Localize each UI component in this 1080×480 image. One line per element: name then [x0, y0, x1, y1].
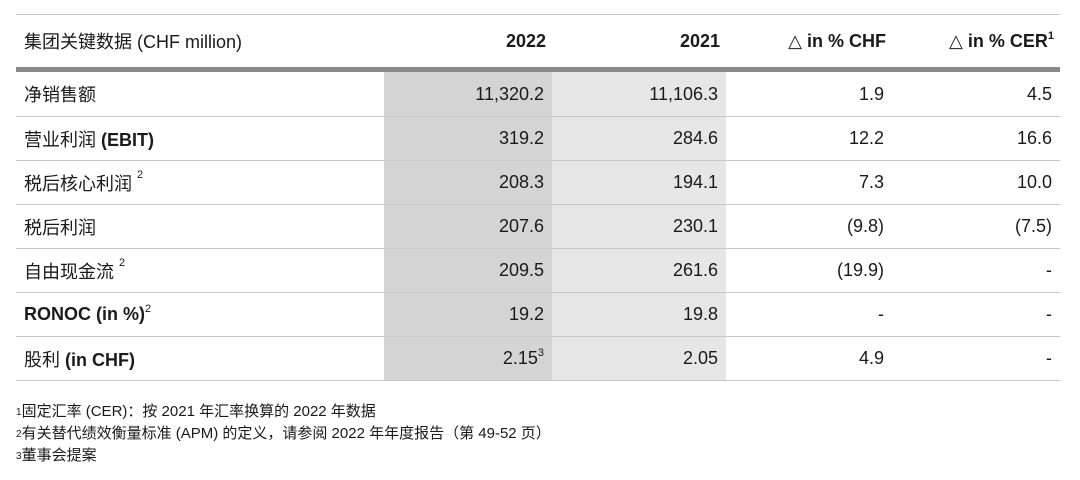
row-label: 税后利润 [16, 204, 384, 249]
value-2021: 11,106.3 [552, 69, 726, 117]
change-cer: 16.6 [892, 116, 1060, 161]
table-row: 净销售额 11,320.2 11,106.3 1.9 4.5 [16, 69, 1060, 117]
key-figures-table: 集团关键数据 (CHF million) 2022 2021 △ in % CH… [16, 14, 1060, 381]
footnote: 3董事会提案 [16, 445, 551, 467]
table-row: 自由现金流 2 209.5 261.6 (19.9) - [16, 248, 1060, 293]
value-2022: 2.153 [384, 336, 552, 381]
footnote: 2有关替代绩效衡量标准 (APM) 的定义，请参阅 2022 年年度报告（第 4… [16, 423, 551, 445]
value-2022-text: 209.5 [498, 260, 544, 280]
footnote: 1固定汇率 (CER)：按 2021 年汇率换算的 2022 年数据 [16, 401, 551, 423]
row-label-bold: (in CHF) [65, 349, 135, 370]
row-label-text: 自由现金流 [24, 261, 120, 282]
column-header-change-cer-label: △ in % CER [949, 30, 1048, 51]
value-2022: 319.2 [384, 116, 552, 161]
change-chf: 7.3 [726, 160, 892, 205]
value-2021: 230.1 [552, 204, 726, 249]
row-label-bold: (EBIT) [101, 129, 155, 150]
table-row: RONOC (in %)2 19.2 19.8- - [16, 292, 1060, 337]
row-label-text: 税后利润 [24, 217, 96, 238]
value-2021: 2.05 [552, 336, 726, 381]
value-2021: 194.1 [552, 160, 726, 205]
change-cer: - [892, 248, 1060, 293]
row-label: 股利 (in CHF) [16, 336, 384, 381]
footnote-number: 1 [16, 407, 22, 418]
value-2022: 11,320.2 [384, 69, 552, 117]
key-figures-table-container: 集团关键数据 (CHF million) 2022 2021 △ in % CH… [16, 14, 1060, 381]
change-cer: - [892, 292, 1060, 337]
footnote-text: 董事会提案 [21, 447, 97, 464]
value-2022-text: 2.15 [502, 348, 538, 368]
change-chf: - [726, 292, 892, 337]
change-cer: 10.0 [892, 160, 1060, 205]
value-2022: 19.2 [384, 292, 552, 337]
change-chf: (9.8) [726, 204, 892, 249]
footnote-marker: 2 [119, 256, 126, 269]
change-chf: (19.9) [726, 248, 892, 293]
column-header-2022: 2022 [384, 14, 552, 72]
row-label-text: 净销售额 [24, 85, 96, 105]
table-title: 集团关键数据 (CHF million) [16, 14, 384, 72]
footnote-marker: 3 [537, 347, 544, 359]
value-2022-text: 319.2 [498, 128, 544, 148]
value-2021: 284.6 [552, 116, 726, 161]
value-2022: 208.3 [384, 160, 552, 205]
column-header-change-cer: △ in % CER1 [892, 14, 1060, 72]
change-chf: 4.9 [726, 336, 892, 381]
row-label: 税后核心利润 2 [16, 160, 384, 205]
footnotes: 1固定汇率 (CER)：按 2021 年汇率换算的 2022 年数据 2有关替代绩… [16, 401, 551, 467]
value-2022-text: 208.3 [498, 172, 544, 192]
change-chf: 12.2 [726, 116, 892, 161]
value-2022-text: 19.2 [508, 304, 544, 324]
column-header-change-chf: △ in % CHF [726, 14, 892, 72]
change-cer: - [892, 336, 1060, 381]
row-label-bold: RONOC (in %) [24, 304, 145, 324]
table-body: 净销售额 11,320.2 11,106.3 1.9 4.5 营业利润 (EBIT) 319… [16, 69, 1060, 381]
footnote-text: 有关替代绩效衡量标准 (APM) 的定义，请参阅 2022 年年度报告（第 49… [21, 425, 551, 442]
value-2022: 207.6 [384, 204, 552, 249]
value-2022-text: 11,320.2 [475, 83, 544, 104]
footnote-marker: 1 [1047, 29, 1054, 42]
table-row: 营业利润 (EBIT) 319.2 284.6 12.2 16.6 [16, 116, 1060, 161]
table-header: 集团关键数据 (CHF million) 2022 2021 △ in % CH… [16, 14, 1060, 72]
row-label-text: 税后核心利润 [24, 173, 138, 194]
footnote-text: 固定汇率 (CER)：按 2021 年汇率换算的 2022 年数据 [21, 403, 376, 420]
table-row: 税后核心利润 2 208.3 194.1 7.3 10.0 [16, 160, 1060, 205]
row-label-text: 股利 [24, 349, 66, 370]
footnote-number: 2 [16, 429, 22, 440]
change-cer: 4.5 [892, 69, 1060, 117]
change-cer: (7.5) [892, 204, 1060, 249]
change-chf: 1.9 [726, 69, 892, 117]
row-label-text: 营业利润 [24, 129, 102, 150]
row-label: 自由现金流 2 [16, 248, 384, 293]
row-label: RONOC (in %)2 [16, 292, 384, 337]
value-2022: 209.5 [384, 248, 552, 293]
value-2021: 261.6 [552, 248, 726, 293]
row-label: 营业利润 (EBIT) [16, 116, 384, 161]
footnote-marker: 2 [145, 303, 152, 315]
column-header-2021: 2021 [552, 14, 726, 72]
header-row: 集团关键数据 (CHF million) 2022 2021 △ in % CH… [16, 14, 1060, 72]
footnote-marker: 2 [137, 168, 144, 181]
value-2021: 19.8 [552, 292, 726, 337]
footnote-number: 3 [16, 451, 22, 462]
value-2022-text: 207.6 [498, 216, 544, 236]
table-row: 股利 (in CHF) 2.153 2.05 4.9- [16, 336, 1060, 381]
row-label: 净销售额 [16, 69, 384, 117]
table-row: 税后利润 207.6 230.1 (9.8) (7.5) [16, 204, 1060, 249]
